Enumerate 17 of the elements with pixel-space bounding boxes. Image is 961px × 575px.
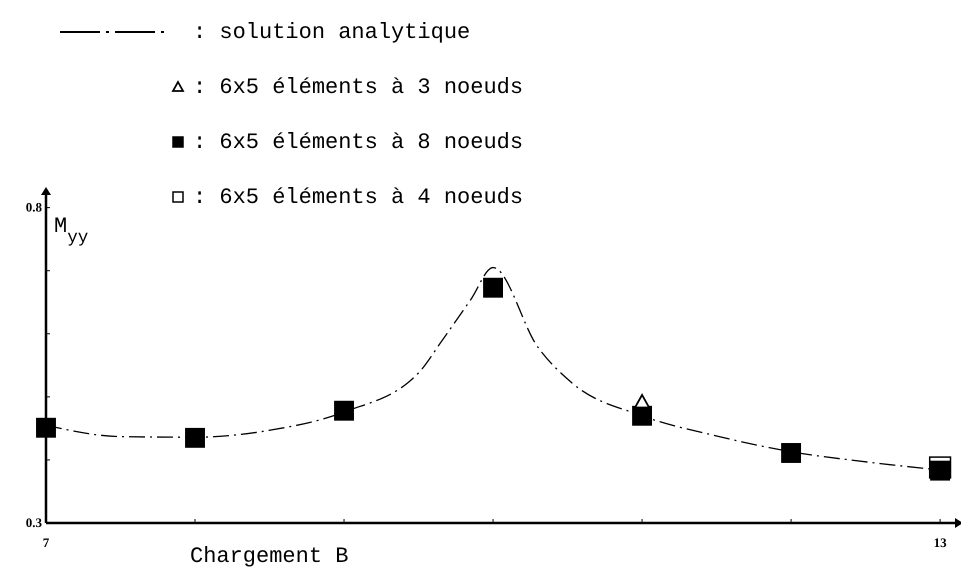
point [781, 443, 802, 463]
point [930, 460, 950, 481]
y-tick-label: 0.8 [26, 200, 42, 215]
point [185, 428, 205, 448]
point [334, 400, 354, 421]
point [36, 418, 56, 438]
legend-label: : solution analytique [193, 20, 470, 45]
y-tick-label: 0.3 [26, 515, 42, 530]
legend-label: : 6x5 éléments à 4 noeuds [193, 185, 524, 210]
x-tick-label: 13 [934, 535, 948, 550]
point [483, 278, 503, 298]
legend-label: : 6x5 éléments à 3 noeuds [193, 75, 524, 100]
x-axis-title: Chargement B [190, 544, 348, 569]
y-axis-title: M$_{yy}$ [54, 214, 88, 248]
legend-label: : 6x5 éléments à 8 noeuds [193, 130, 524, 155]
point [634, 394, 650, 408]
x-tick-label: 7 [42, 535, 50, 550]
